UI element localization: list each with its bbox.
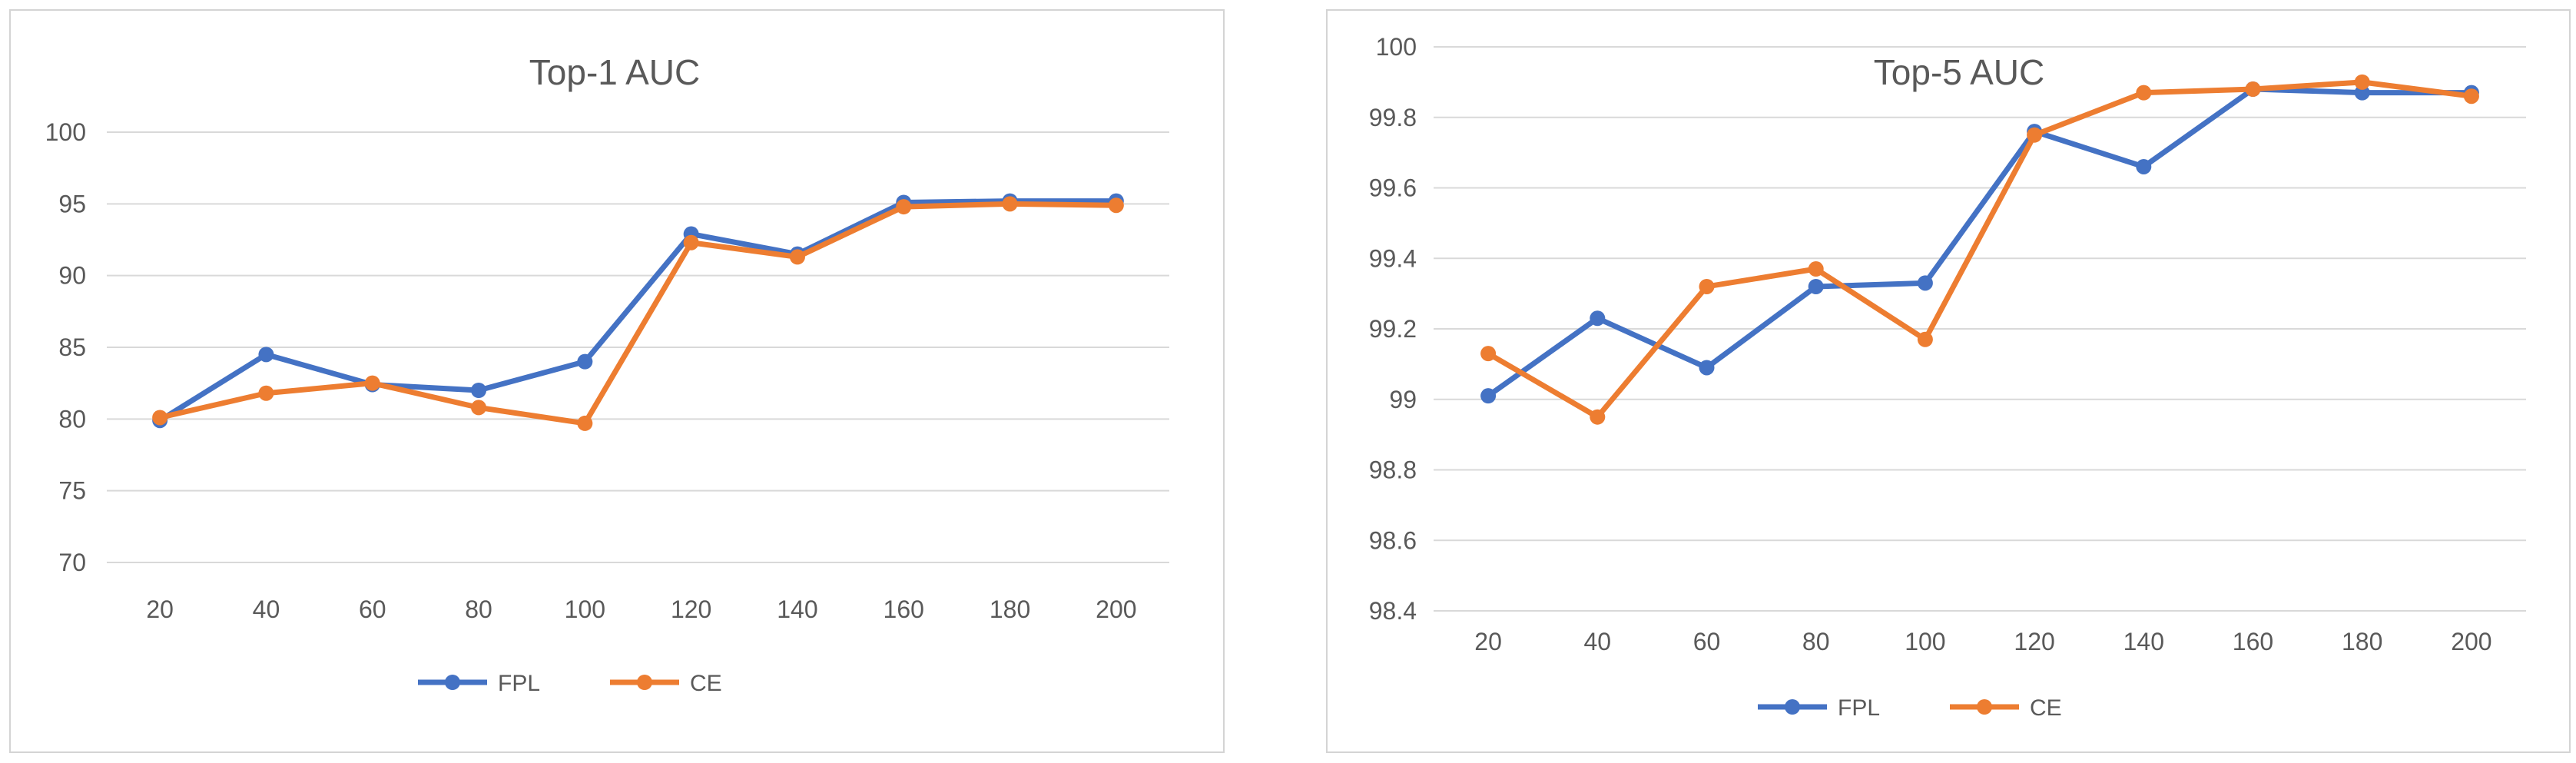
top5-y-tick-label: 100 — [1376, 33, 1417, 61]
top1-point-ce — [1002, 196, 1018, 212]
top5-x-tick-label: 140 — [2123, 628, 2164, 655]
top1-point-fpl — [471, 383, 487, 398]
top5-point-ce — [1917, 331, 1933, 347]
top5-point-ce — [1808, 261, 1824, 277]
top5-point-ce — [2245, 81, 2261, 98]
top1-x-tick-label: 20 — [146, 595, 174, 623]
top1-series-line-ce — [157, 201, 1119, 426]
top5-x-tick-label: 60 — [1693, 628, 1721, 655]
top1-x-tick-label: 200 — [1096, 595, 1136, 623]
top1-point-ce — [471, 400, 487, 416]
top5-x-tick-label: 80 — [1802, 628, 1830, 655]
top1-legend-marker-ce — [637, 675, 652, 690]
top1-x-tick-label: 180 — [990, 595, 1030, 623]
top5-series-line-ce — [1485, 79, 2475, 420]
top5-y-tick-label: 99.4 — [1369, 244, 1417, 272]
top5-y-tick-label: 99 — [1389, 386, 1417, 413]
top1-y-tick-label: 95 — [58, 190, 86, 217]
top5-x-tick-label: 200 — [2451, 628, 2491, 655]
top5-point-ce — [2136, 85, 2152, 101]
top5-x-tick-label: 160 — [2233, 628, 2273, 655]
top1-point-ce — [683, 234, 699, 250]
top1-x-tick-label: 160 — [884, 595, 924, 623]
top1-point-ce — [577, 415, 593, 431]
top5-x-tick-label: 180 — [2342, 628, 2382, 655]
top1-point-ce — [258, 385, 274, 401]
top1-x-tick-label: 140 — [777, 595, 817, 623]
top1-point-ce — [1108, 197, 1124, 214]
top5-point-fpl — [1590, 310, 1606, 327]
top5-point-ce — [1480, 346, 1497, 362]
top1-chart-title: Top-1 AUC — [529, 52, 700, 92]
top1-point-ce — [152, 410, 168, 426]
top5-y-tick-label: 98.8 — [1369, 456, 1417, 484]
top1-legend-label-ce: CE — [690, 671, 722, 696]
top5-point-ce — [2463, 88, 2479, 104]
top1-y-tick-label: 100 — [45, 118, 86, 146]
top5-y-tick-label: 99.8 — [1369, 104, 1417, 131]
top5-point-fpl — [2354, 85, 2370, 101]
top5-x-tick-label: 40 — [1584, 628, 1612, 655]
top1-x-tick-label: 100 — [565, 595, 605, 623]
top5-point-fpl — [1917, 275, 1933, 291]
top5-auc-chart-svg: Top-5 AUC 98.4 98.6 98.8 99 99.2 99.4 99.6 99.8 1… — [1369, 33, 2526, 721]
top1-auc-chart: Top-1 AUC 70 75 80 85 90 95 100 20 40 60 80 100 120 14… — [9, 9, 1225, 753]
top1-point-fpl — [258, 347, 274, 363]
top1-y-tick-label: 80 — [58, 405, 86, 433]
top5-x-tick-label: 120 — [2014, 628, 2054, 655]
top5-legend-marker-ce — [1977, 699, 1992, 715]
top5-y-tick-label: 98.6 — [1369, 526, 1417, 554]
top1-x-tick-label: 60 — [359, 595, 386, 623]
top5-point-ce — [2027, 127, 2043, 143]
top5-y-tick-label: 99.2 — [1369, 315, 1417, 343]
top1-point-ce — [896, 199, 912, 215]
top5-y-tick-label: 98.4 — [1369, 597, 1417, 625]
top1-auc-chart-svg: Top-1 AUC 70 75 80 85 90 95 100 20 40 60 80 100 120 14… — [45, 52, 1169, 696]
top1-y-tick-label: 90 — [58, 262, 86, 290]
top5-x-tick-label: 100 — [1905, 628, 1945, 655]
top1-series-line-fpl — [157, 198, 1119, 423]
top1-legend-label-fpl: FPL — [498, 671, 540, 696]
top5-chart-title: Top-5 AUC — [1874, 52, 2044, 92]
top1-x-tick-label: 40 — [253, 595, 280, 623]
top1-legend-marker-fpl — [445, 675, 460, 690]
top5-auc-chart: Top-5 AUC 98.4 98.6 98.8 99 99.2 99.4 99.6 99.8 1… — [1326, 9, 2571, 753]
top5-series-line-fpl — [1485, 86, 2475, 399]
top1-y-tick-label: 75 — [58, 477, 86, 505]
top5-point-ce — [1590, 409, 1606, 425]
top5-point-ce — [2354, 74, 2370, 90]
top5-y-tick-label: 99.6 — [1369, 174, 1417, 202]
top1-point-fpl — [577, 353, 593, 370]
top5-point-fpl — [1480, 388, 1497, 404]
top1-x-tick-label: 80 — [465, 595, 492, 623]
top1-y-tick-label: 85 — [58, 333, 86, 361]
top5-x-tick-label: 20 — [1474, 628, 1502, 655]
top5-point-fpl — [2136, 158, 2152, 174]
top1-x-tick-label: 120 — [671, 595, 711, 623]
top1-point-ce — [364, 375, 380, 391]
top5-legend-marker-fpl — [1785, 699, 1800, 715]
top5-point-fpl — [1808, 278, 1824, 294]
top5-point-fpl — [1699, 360, 1715, 376]
top5-legend-label-ce: CE — [2030, 695, 2062, 721]
top5-point-ce — [1699, 278, 1715, 294]
top5-legend-label-fpl: FPL — [1838, 695, 1880, 721]
top1-y-tick-label: 70 — [58, 549, 86, 576]
top1-point-ce — [789, 249, 805, 265]
